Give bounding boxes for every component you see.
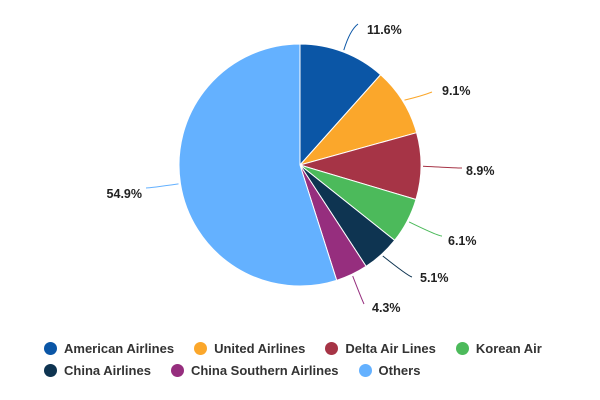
legend-row-2: China Airlines China Southern Airlines O…	[44, 359, 584, 381]
data-label: 5.1%	[420, 271, 449, 285]
leader-line	[352, 275, 365, 305]
leader-line	[382, 255, 413, 278]
legend-label: China Airlines	[64, 362, 151, 378]
legend-dot-icon	[44, 341, 57, 355]
legend-label: United Airlines	[214, 340, 306, 356]
pie-slice-american-airlines[interactable]	[299, 43, 382, 167]
leader-line	[422, 165, 463, 169]
legend-item-china-southern-airlines[interactable]: China Southern Airlines	[170, 362, 339, 378]
legend-label: American Airlines	[64, 340, 175, 356]
legend-item-korean-air[interactable]: Korean Air	[455, 340, 542, 356]
pie-chart: 11.6% 9.1% 8.9% 6.1% 5.1% 4.3% 54.9%	[107, 23, 495, 315]
legend-label: Delta Air Lines	[345, 340, 436, 356]
data-label: 4.3%	[372, 301, 401, 315]
legend-dot-icon	[194, 341, 208, 355]
legend-item-delta-air-lines[interactable]: Delta Air Lines	[325, 341, 436, 356]
leader-line	[404, 91, 433, 101]
legend-label: Others	[378, 362, 421, 378]
leader-line	[343, 23, 359, 51]
leader-line	[145, 183, 179, 189]
data-label: 9.1%	[442, 84, 471, 98]
legend-dot-icon	[325, 341, 339, 355]
leader-line	[408, 221, 443, 237]
legend-item-united-airlines[interactable]: United Airlines	[194, 341, 305, 356]
legend-dot-icon	[455, 341, 469, 355]
data-label: 8.9%	[466, 164, 495, 178]
legend-row-1: American Airlines United Airlines Delta …	[44, 337, 584, 359]
data-label: 6.1%	[448, 234, 477, 248]
legend-dot-icon	[358, 363, 372, 377]
legend: American Airlines United Airlines Delta …	[44, 337, 584, 381]
data-label: 54.9%	[107, 187, 142, 201]
legend-item-american-airlines[interactable]: American Airlines	[44, 341, 174, 356]
legend-label: China Southern Airlines	[190, 362, 339, 378]
legend-dot-icon	[170, 363, 184, 377]
legend-label: Korean Air	[475, 340, 542, 356]
data-label: 11.6%	[367, 23, 402, 37]
pie-slice-others[interactable]	[178, 43, 338, 287]
legend-item-others[interactable]: Others	[358, 362, 421, 378]
legend-item-china-airlines[interactable]: China Airlines	[44, 363, 151, 378]
legend-dot-icon	[44, 363, 57, 377]
